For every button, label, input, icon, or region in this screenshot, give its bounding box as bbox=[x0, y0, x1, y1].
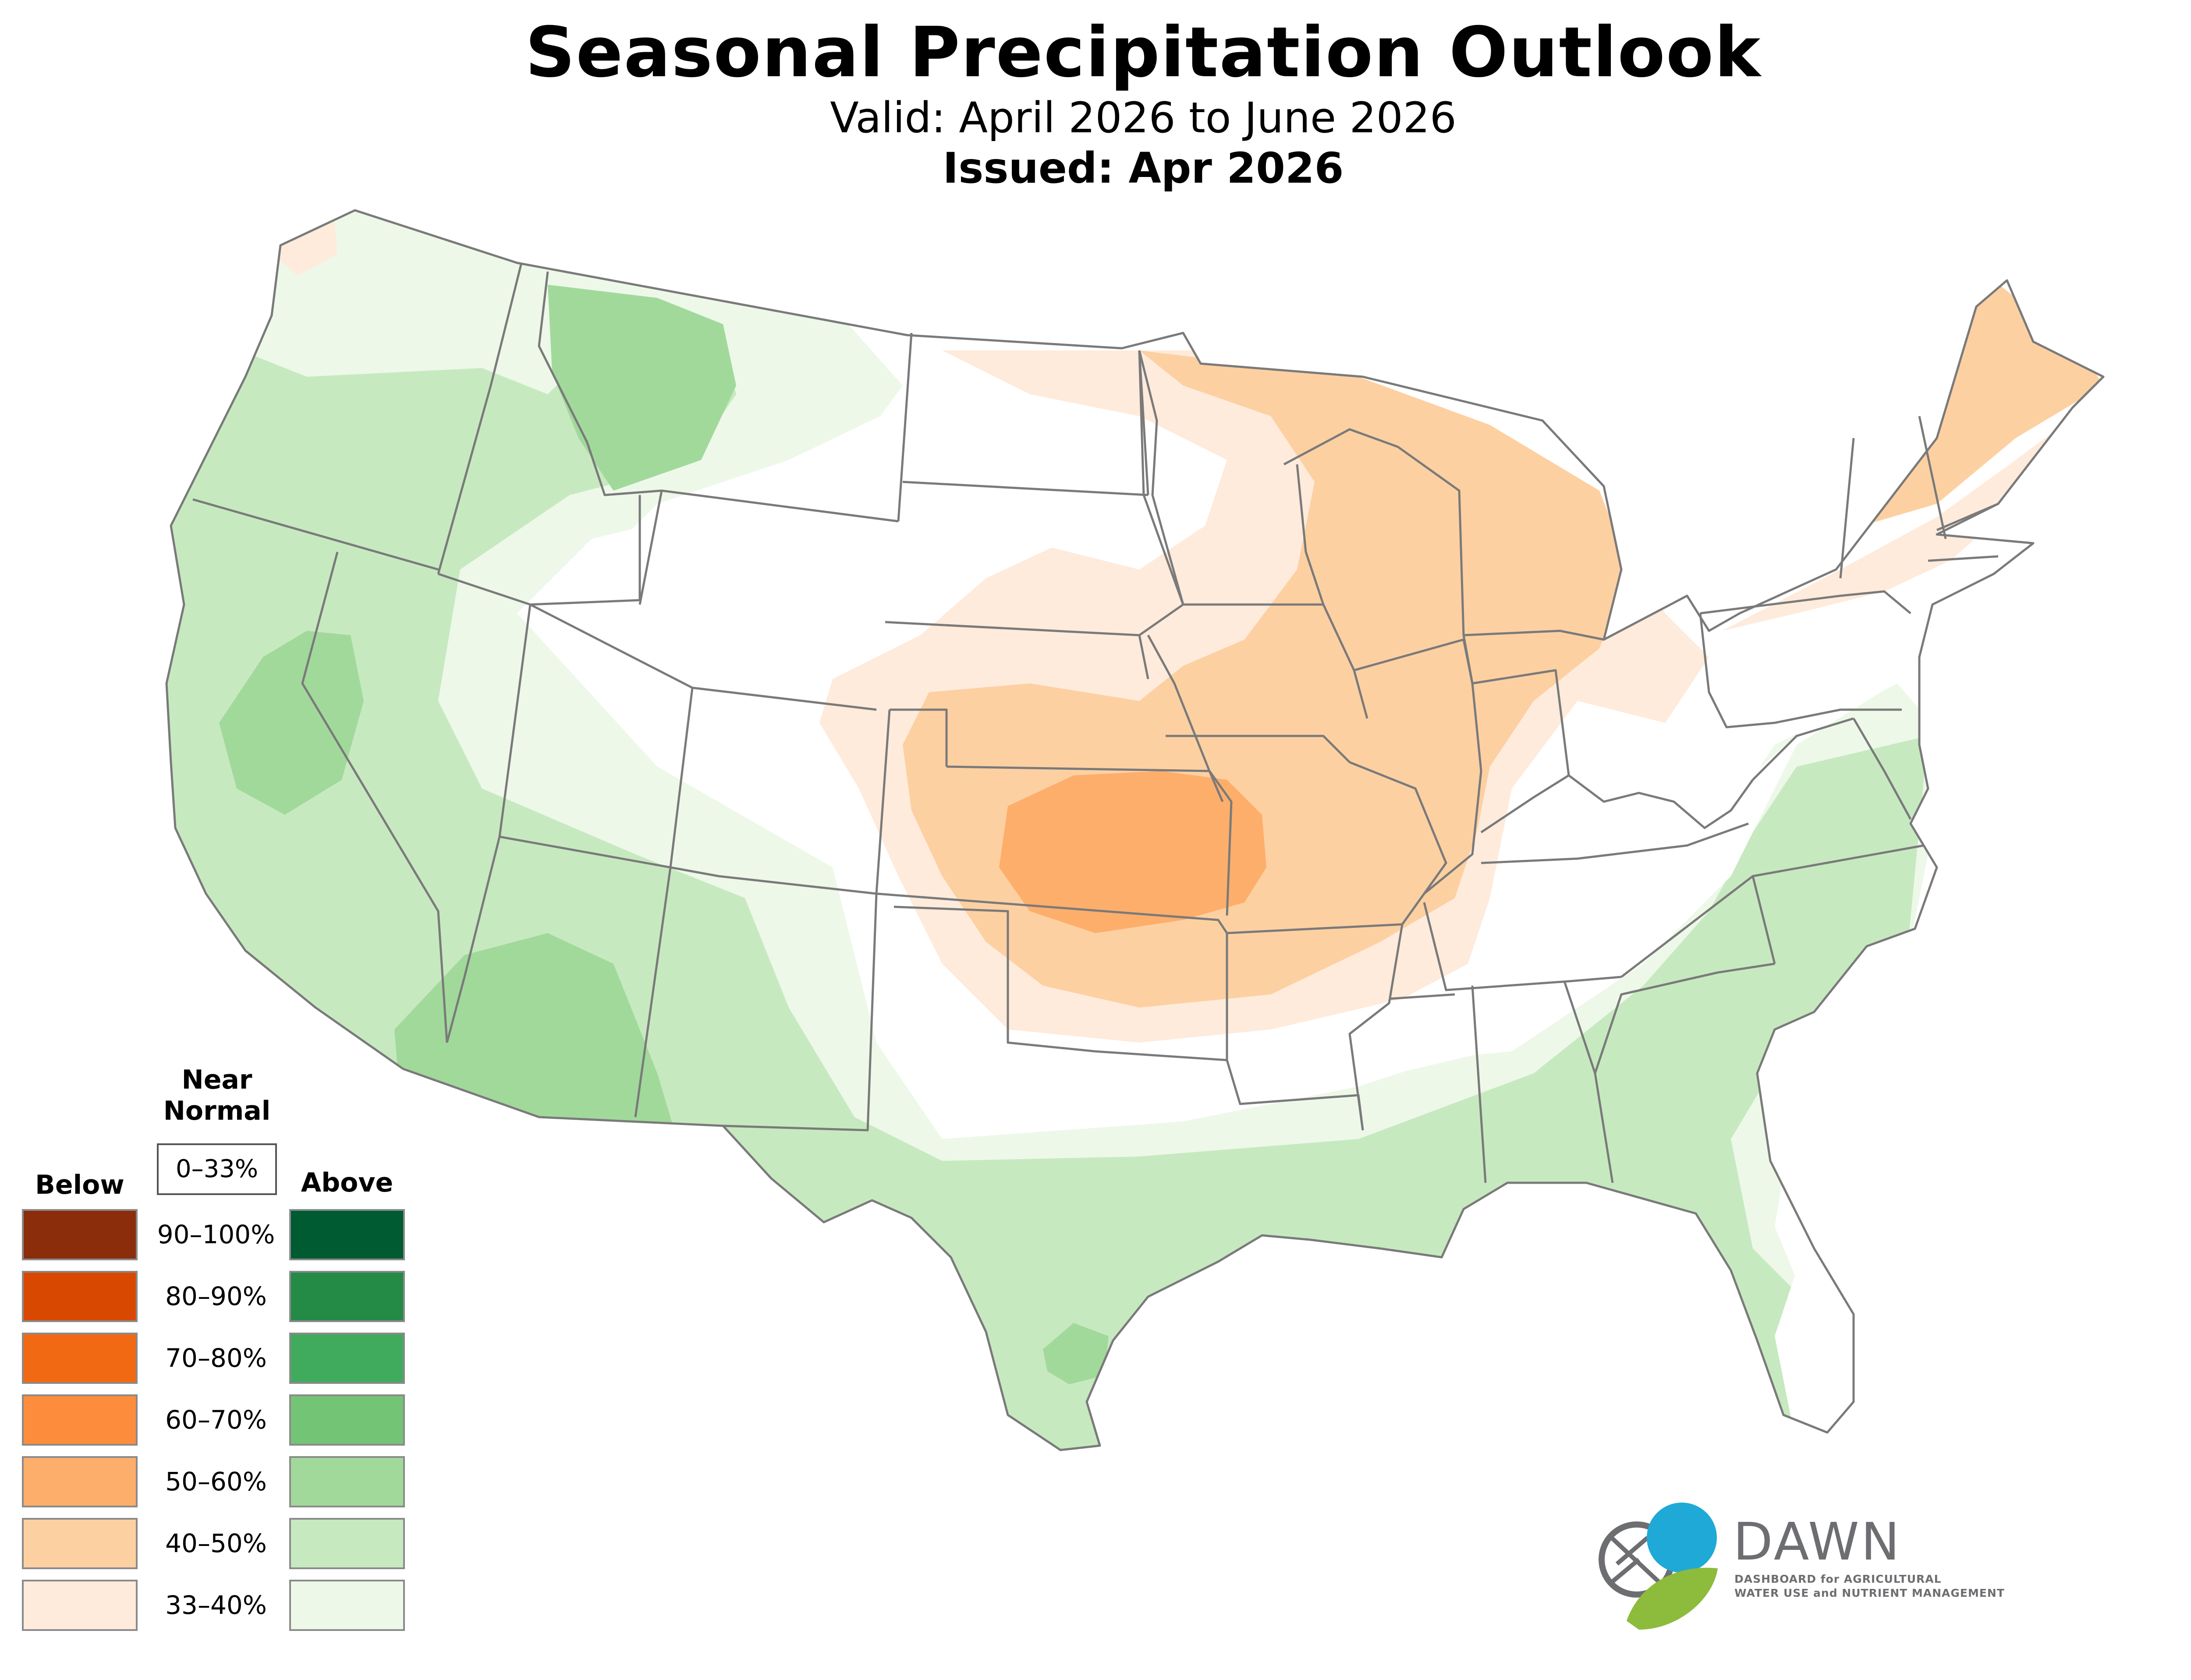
dawn-logo-name: DAWN bbox=[1733, 1511, 1902, 1572]
legend-above-swatch bbox=[289, 1580, 405, 1631]
legend-above-swatch bbox=[289, 1394, 405, 1446]
legend-range-label: 40–50% bbox=[165, 1528, 267, 1558]
legend-above-swatch bbox=[289, 1333, 405, 1384]
valid-period: Valid: April 2026 to June 2026 bbox=[830, 93, 1457, 142]
legend-range-label: 70–80% bbox=[165, 1343, 267, 1373]
legend-above-heading: Above bbox=[301, 1167, 394, 1198]
above-50-60-california bbox=[219, 631, 364, 815]
legend-below-swatch bbox=[22, 1333, 138, 1384]
legend-near-normal-heading: Near Normal bbox=[163, 1065, 271, 1126]
legend-below-heading: Below bbox=[35, 1170, 124, 1200]
legend-above-swatch bbox=[289, 1518, 405, 1569]
dawn-logo-icon bbox=[1599, 1503, 1718, 1630]
legend-below-swatch bbox=[22, 1518, 138, 1569]
header: Seasonal Precipitation Outlook Valid: Ap… bbox=[0, 13, 2191, 194]
legend-near-normal-range: 0–33% bbox=[157, 1143, 277, 1195]
legend-range-label: 60–70% bbox=[165, 1405, 267, 1435]
above-50-60-idaho bbox=[548, 285, 736, 491]
legend-range-label: 50–60% bbox=[165, 1467, 267, 1496]
outlook-shading bbox=[167, 210, 2103, 1450]
legend-range-label: 90–100% bbox=[157, 1220, 275, 1249]
legend-below-swatch bbox=[22, 1456, 138, 1507]
legend-range-label: 33–40% bbox=[165, 1590, 267, 1620]
legend-below-swatch bbox=[22, 1209, 138, 1260]
dawn-logo-line1: DASHBOARD for AGRICULTURAL bbox=[1734, 1573, 1942, 1585]
above-50-60-texas bbox=[1043, 1323, 1109, 1384]
legend-above-swatch bbox=[289, 1209, 405, 1260]
legend-below-swatch bbox=[22, 1580, 138, 1631]
map-title: Seasonal Precipitation Outlook bbox=[525, 12, 1762, 93]
issued-date: Issued: Apr 2026 bbox=[943, 143, 1344, 193]
below-50-60-kansas bbox=[999, 771, 1266, 933]
legend-above-swatch bbox=[289, 1456, 405, 1507]
dawn-logo-line2: WATER USE and NUTRIENT MANAGEMENT bbox=[1734, 1587, 2005, 1599]
legend-below-swatch bbox=[22, 1394, 138, 1446]
legend-above-swatch bbox=[289, 1271, 405, 1322]
state-borders bbox=[165, 209, 2105, 1451]
legend-range-label: 80–90% bbox=[165, 1281, 267, 1311]
legend-below-swatch bbox=[22, 1271, 138, 1322]
